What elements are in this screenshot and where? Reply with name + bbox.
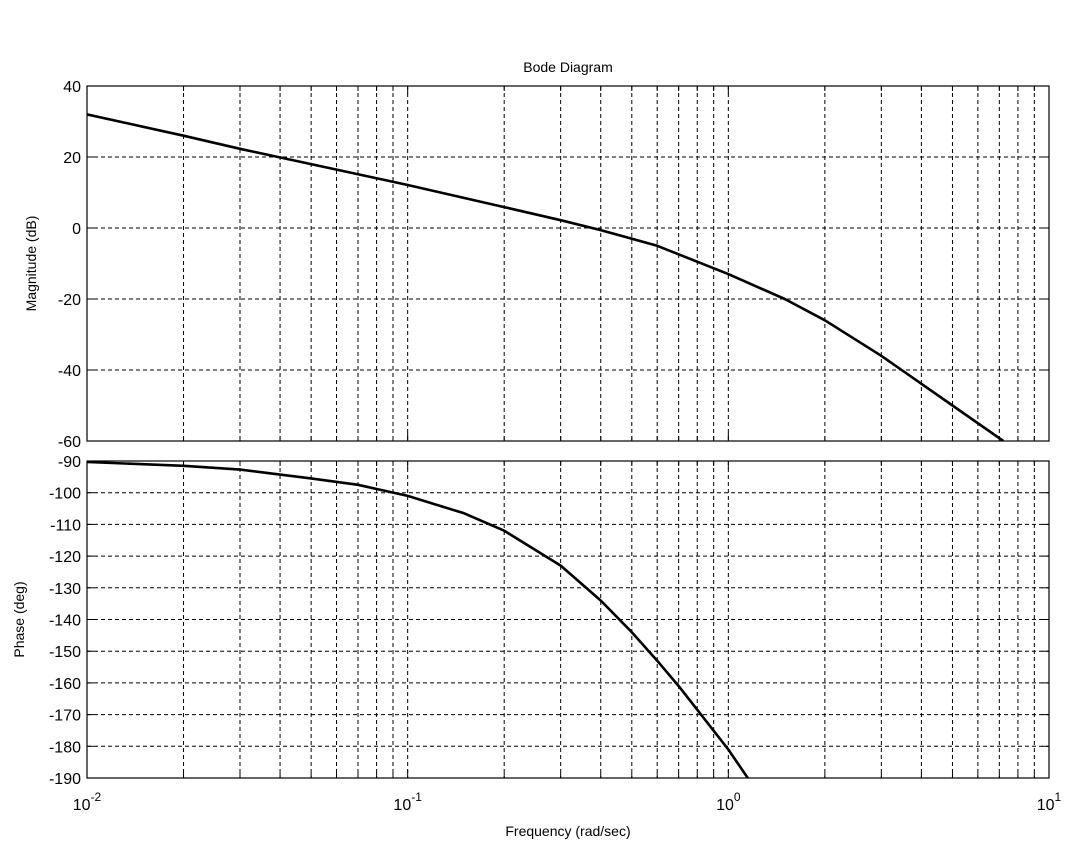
magnitude-axes-frame <box>86 85 1050 442</box>
phase-ytick-label: -160 <box>49 676 81 693</box>
x-axis-label: Frequency (rad/sec) <box>505 823 630 839</box>
chart-title: Bode Diagram <box>523 59 613 75</box>
phase-response-curve <box>87 461 749 778</box>
magnitude-y-axis-label: Magnitude (dB) <box>23 216 39 312</box>
magnitude-ytick-label: 20 <box>63 150 81 167</box>
phase-ytick-label: -130 <box>49 581 81 598</box>
x-tick-label: 100 <box>716 790 741 814</box>
phase-ytick-label: -180 <box>49 739 81 756</box>
magnitude-response-curve <box>87 113 1005 441</box>
phase-ytick-label: -90 <box>58 454 81 471</box>
x-tick-label: 10-2 <box>73 790 102 814</box>
phase-ytick-label: -120 <box>49 549 81 566</box>
x-tick-exponent: -1 <box>411 790 422 804</box>
phase-axes: -90-100-110-120-130-140-150-160-170-180-… <box>49 454 1062 814</box>
x-tick-label: 101 <box>1037 790 1062 814</box>
phase-ytick-label: -140 <box>49 613 81 630</box>
magnitude-ytick-label: -60 <box>58 434 81 451</box>
phase-ytick-label: -150 <box>49 644 81 661</box>
phase-ytick-label: -110 <box>50 517 81 534</box>
x-tick-base: 10 <box>1037 797 1055 814</box>
phase-axes-frame <box>86 460 1050 779</box>
x-tick-exponent: 0 <box>734 790 741 804</box>
magnitude-ytick-label: -20 <box>58 292 81 309</box>
x-tick-base: 10 <box>393 797 411 814</box>
phase-ytick-label: -170 <box>49 708 81 725</box>
x-tick-base: 10 <box>73 797 91 814</box>
x-tick-label: 10-1 <box>393 790 422 814</box>
magnitude-ytick-label: -40 <box>58 363 81 380</box>
phase-ytick-label: -190 <box>49 771 81 788</box>
magnitude-ytick-label: 40 <box>63 79 81 96</box>
phase-ytick-label: -100 <box>49 486 81 503</box>
x-tick-base: 10 <box>716 797 734 814</box>
magnitude-axes: 40 20 0 -20 -40 -60 <box>58 79 1050 451</box>
x-tick-exponent: 1 <box>1055 790 1062 804</box>
magnitude-ytick-label: 0 <box>72 221 81 238</box>
x-tick-exponent: -2 <box>91 790 102 804</box>
phase-y-axis-label: Phase (deg) <box>11 581 27 657</box>
